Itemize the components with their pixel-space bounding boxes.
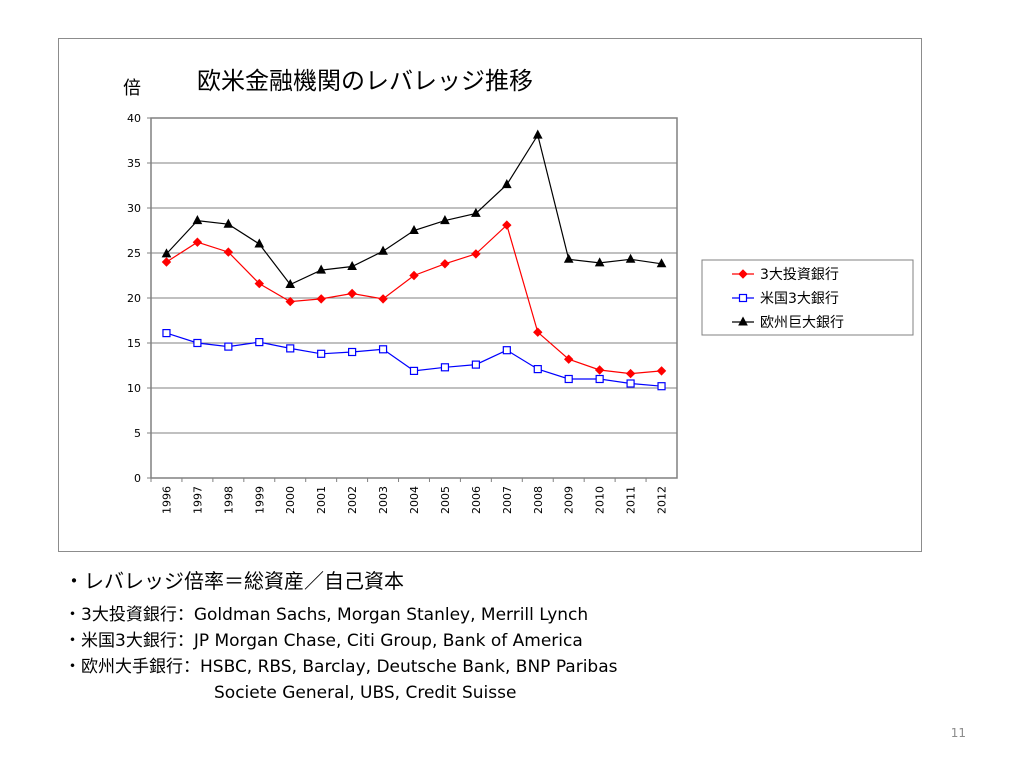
data-point-0 <box>471 249 481 259</box>
data-point-2 <box>625 253 636 263</box>
x-tick-label: 2011 <box>625 486 638 514</box>
legend-label-0: 3大投資銀行 <box>760 267 839 283</box>
leverage-formula: ・レバレッジ倍率＝総資産／自己資本 <box>64 569 404 593</box>
data-point-2 <box>316 264 327 274</box>
y-tick-label: 10 <box>127 382 141 395</box>
y-tick-label: 20 <box>127 292 141 305</box>
data-point-2 <box>594 257 605 267</box>
data-point-1 <box>564 374 573 384</box>
data-point-0 <box>594 365 605 375</box>
legend-label-2: 欧州巨大銀行 <box>760 315 844 331</box>
x-tick-label: 2001 <box>315 486 328 514</box>
legend-label-1: 米国3大銀行 <box>760 291 839 307</box>
y-tick-label: 25 <box>127 247 141 260</box>
x-tick-label: 1998 <box>222 486 235 514</box>
data-point-2 <box>501 179 512 189</box>
page-number: 11 <box>950 726 966 740</box>
data-point-2 <box>656 258 667 268</box>
data-point-2 <box>471 207 481 217</box>
x-tick-label: 2008 <box>532 486 545 514</box>
y-tick-label: 35 <box>127 157 141 170</box>
notes: ・レバレッジ倍率＝総資産／自己資本 ・3大投資銀行：Goldman Sachs,… <box>64 566 964 706</box>
data-point-2 <box>532 129 543 139</box>
data-point-1 <box>193 338 202 348</box>
data-point-0 <box>563 354 574 364</box>
data-point-2 <box>223 218 234 228</box>
y-tick-label: 15 <box>127 337 141 350</box>
data-point-1 <box>348 347 357 357</box>
data-point-1 <box>440 363 450 372</box>
data-point-0 <box>533 327 543 337</box>
data-point-0 <box>378 294 388 304</box>
data-point-0 <box>409 270 419 281</box>
y-tick-label: 0 <box>134 472 141 485</box>
data-point-2 <box>161 248 172 258</box>
data-point-1 <box>255 338 264 347</box>
note-european-banks-cont: Societe General, UBS, Credit Suisse <box>214 683 517 703</box>
data-point-1 <box>471 360 480 369</box>
data-point-2 <box>378 245 388 255</box>
chart-frame: 欧米金融機関のレバレッジ推移 倍 0 5 10 15 20 25 30 35 40 1996 1997 1… <box>58 38 922 552</box>
data-point-1 <box>409 366 419 375</box>
data-point-0 <box>316 294 326 304</box>
x-tick-label: 1997 <box>191 486 204 514</box>
data-point-0 <box>254 278 265 289</box>
data-point-0 <box>502 220 512 230</box>
data-point-1 <box>533 365 542 374</box>
data-point-2 <box>563 253 574 263</box>
x-tick-label: 2007 <box>501 486 514 514</box>
data-point-0 <box>625 368 636 379</box>
x-tick-label: 2003 <box>377 486 390 514</box>
chart-title: 欧米金融機関のレバレッジ推移 <box>197 67 533 95</box>
note-us-banks: ・米国3大銀行：JP Morgan Chase, Citi Group, Ban… <box>64 631 583 651</box>
data-point-1 <box>162 329 171 338</box>
x-tick-label: 1999 <box>253 486 266 514</box>
data-point-0 <box>347 288 357 299</box>
data-point-2 <box>440 215 450 225</box>
data-point-0 <box>223 247 234 257</box>
x-tick-label: 2000 <box>284 486 297 514</box>
data-point-1 <box>317 349 326 358</box>
x-tick-label: 2002 <box>346 486 359 514</box>
chart: 欧米金融機関のレバレッジ推移 倍 0 5 10 15 20 25 30 35 40 1996 1997 1… <box>123 67 914 514</box>
legend-marker-2 <box>738 316 748 326</box>
data-point-2 <box>254 238 265 248</box>
data-point-2 <box>409 224 419 234</box>
data-point-0 <box>440 259 450 269</box>
legend-marker-1 <box>738 293 748 303</box>
x-tick-label: 2009 <box>563 486 576 514</box>
data-point-0 <box>161 257 172 267</box>
x-tick-label: 2006 <box>470 486 483 514</box>
y-tick-label: 30 <box>127 202 141 215</box>
y-axis-unit-label: 倍 <box>123 78 141 99</box>
data-point-0 <box>656 366 667 376</box>
data-point-2 <box>285 278 296 288</box>
x-tick-label: 2012 <box>656 486 669 514</box>
data-point-2 <box>347 260 357 270</box>
data-point-1 <box>224 342 233 351</box>
data-point-0 <box>285 296 295 307</box>
data-point-1 <box>626 379 635 388</box>
note-investment-banks: ・3大投資銀行：Goldman Sachs, Morgan Stanley, M… <box>64 605 589 625</box>
x-tick-label: 2005 <box>439 486 452 514</box>
data-point-1 <box>595 374 604 384</box>
data-point-2 <box>192 215 203 225</box>
x-tick-label: 2004 <box>408 486 421 514</box>
x-tick-label: 2010 <box>594 486 607 514</box>
y-tick-label: 5 <box>134 427 141 440</box>
x-tick-label: 1996 <box>160 486 173 514</box>
data-point-1 <box>378 345 388 354</box>
legend-marker-0 <box>738 269 748 279</box>
data-point-1 <box>502 346 511 355</box>
y-tick-label: 40 <box>127 112 141 125</box>
data-point-1 <box>657 382 666 391</box>
data-point-0 <box>192 237 203 247</box>
data-point-1 <box>286 344 295 353</box>
note-european-banks: ・欧州大手銀行：HSBC, RBS, Barclay, Deutsche Ban… <box>64 657 618 677</box>
